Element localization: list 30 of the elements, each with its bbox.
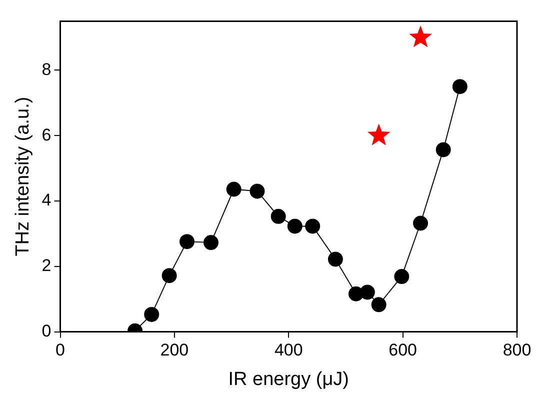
y-tick-label: 0: [42, 321, 52, 340]
y-tick-label: 6: [42, 125, 52, 144]
point: [413, 216, 428, 231]
point: [452, 79, 468, 94]
point: [305, 218, 320, 234]
point: [436, 142, 451, 158]
point: [270, 208, 286, 224]
y-tick-label: 4: [42, 190, 52, 210]
point: [203, 235, 218, 250]
x-tick-label: 0: [56, 340, 65, 360]
x-tick-label: 600: [388, 340, 417, 360]
point: [367, 124, 390, 146]
x-tick-label: 200: [160, 340, 189, 360]
point: [226, 182, 242, 197]
point: [360, 284, 375, 300]
point: [180, 234, 194, 250]
x-tick-label: 400: [274, 340, 303, 360]
y-tick-label: 2: [42, 256, 52, 276]
y-tick-label: 8: [42, 60, 52, 79]
point: [287, 218, 302, 234]
point: [371, 297, 386, 312]
point: [250, 184, 265, 199]
point: [162, 268, 177, 284]
x-tick-label: 800: [502, 340, 532, 360]
point: [394, 269, 410, 284]
point: [409, 26, 432, 48]
x-axis-title: IR energy (μJ): [228, 368, 350, 390]
y-axis-title: THz intensity (a.u.): [12, 96, 34, 256]
point: [328, 252, 343, 267]
point: [144, 306, 160, 322]
